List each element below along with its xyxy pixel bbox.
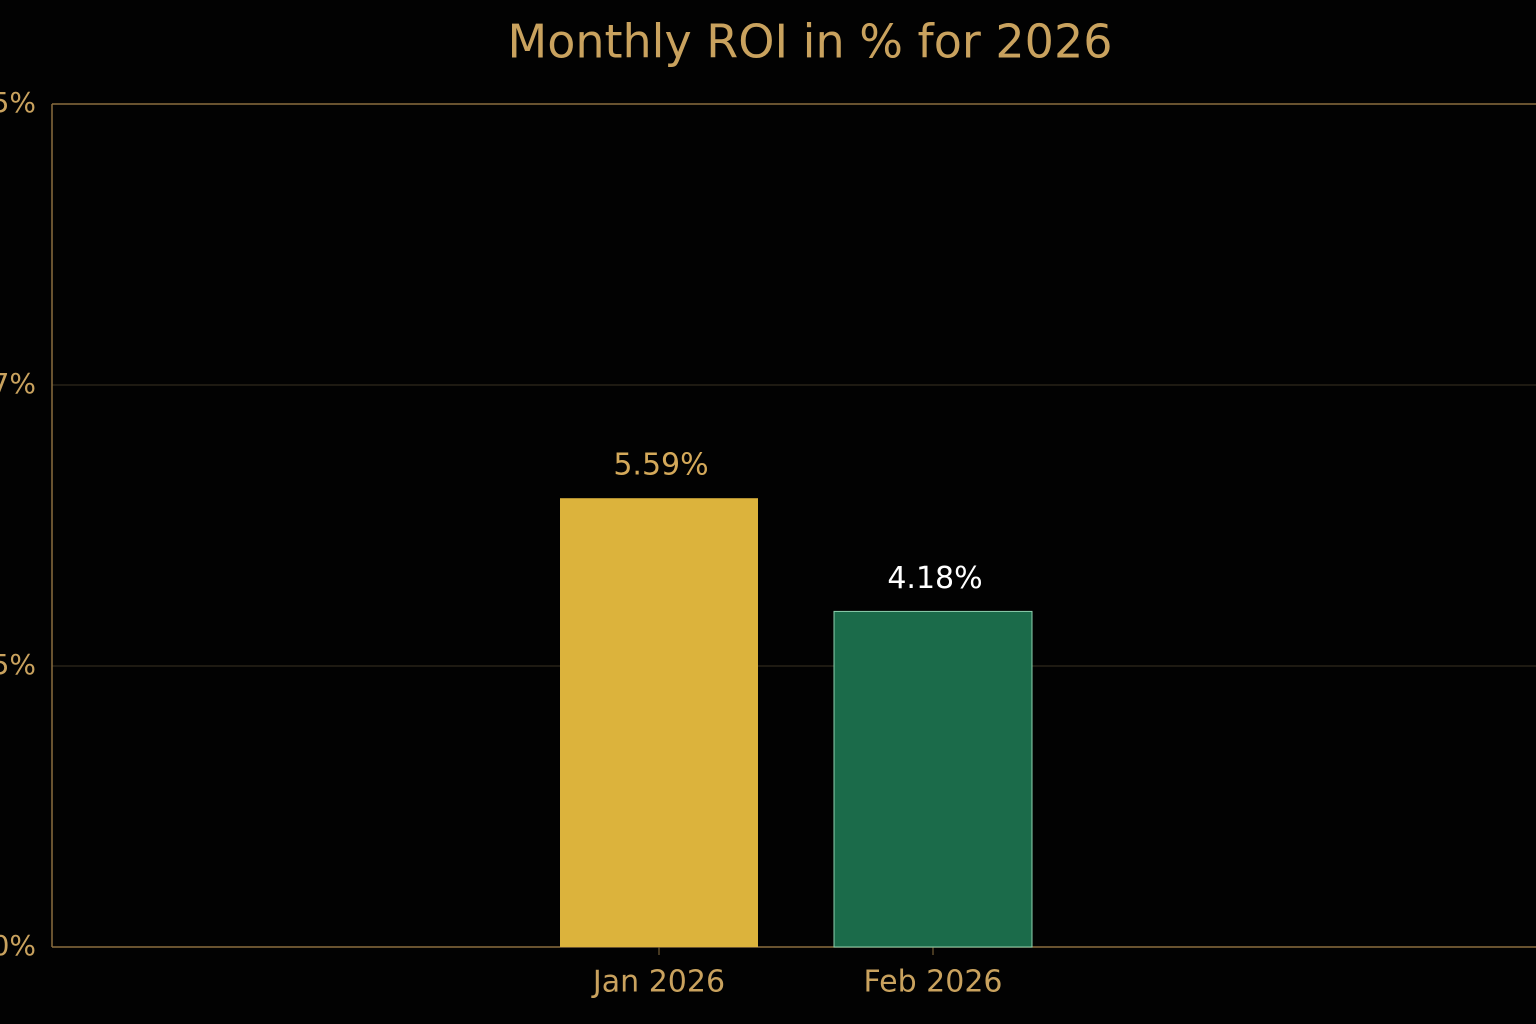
value-label: 4.18% bbox=[887, 561, 982, 596]
y-tick-label: 10.5% bbox=[0, 86, 36, 119]
bar bbox=[833, 610, 1033, 948]
chart-title: Monthly ROI in % for 2026 bbox=[508, 15, 1113, 69]
y-tick-label: 0% bbox=[0, 929, 36, 962]
y-tick-label: 7% bbox=[0, 367, 36, 400]
y-tick-label: 3.5% bbox=[0, 648, 36, 681]
bar bbox=[560, 498, 758, 947]
value-label: 5.59% bbox=[613, 448, 708, 483]
x-tick-label: Feb 2026 bbox=[864, 965, 1003, 1000]
x-tick-label: Jan 2026 bbox=[591, 965, 725, 1000]
